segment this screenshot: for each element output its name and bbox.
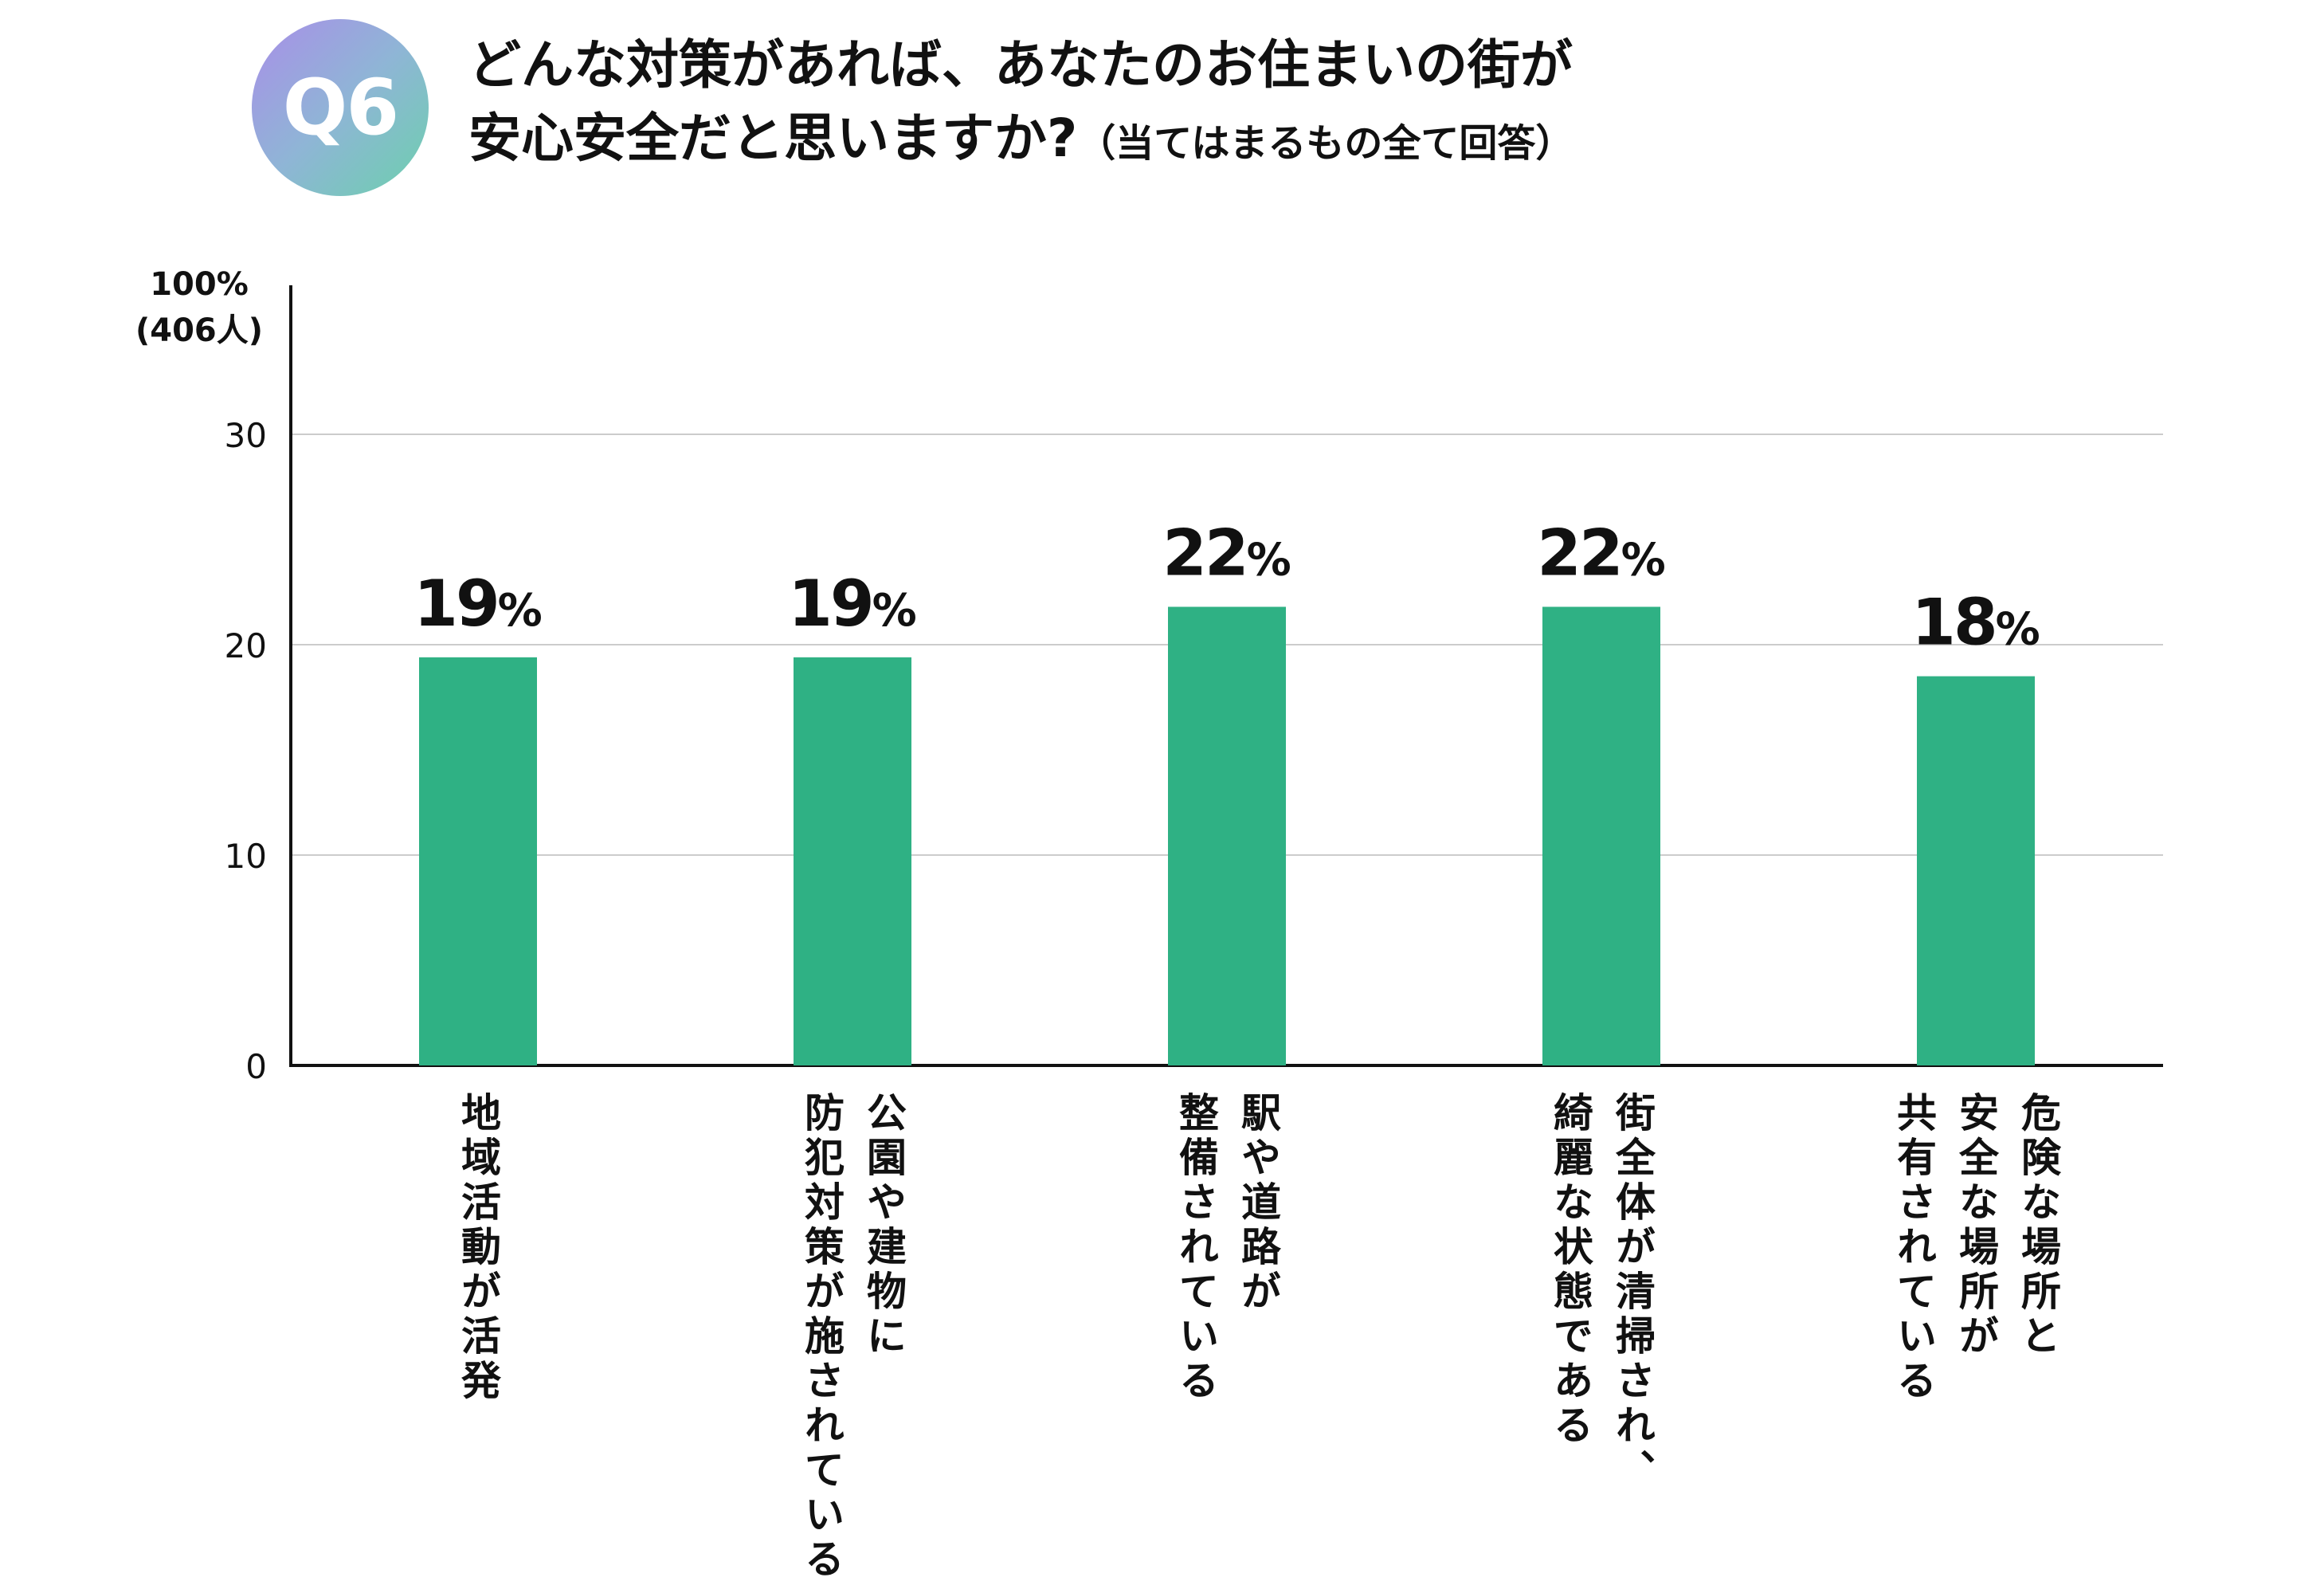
question-badge: Q6 [252, 19, 429, 196]
data-label-5: 18% [1911, 586, 2040, 660]
bar-5 [1917, 676, 2035, 1065]
y-top-count: (406人) [135, 312, 264, 349]
data-label-2: 19% [788, 567, 916, 641]
y-tick-label-30: 30 [225, 416, 267, 455]
title-line-2-main: 安心安全だと思いますか? [468, 108, 1078, 169]
bar-1 [419, 657, 537, 1065]
y-tick-label-0: 0 [245, 1047, 267, 1086]
data-label-1: 19% [413, 567, 542, 641]
data-label-3: 22% [1162, 516, 1291, 590]
bar-3 [1168, 606, 1286, 1065]
bar-2 [794, 657, 911, 1065]
title-line-2: 安心安全だと思いますか?（当てはまるもの全て回答） [468, 102, 2062, 180]
y-axis-top-label: 100% (406人) [120, 261, 279, 354]
title-note: （当てはまるもの全て回答） [1077, 121, 1574, 166]
question-number: Q6 [282, 63, 399, 152]
bar-4 [1542, 606, 1660, 1065]
data-label-4: 22% [1537, 516, 1665, 590]
y-tick-label-20: 20 [225, 626, 267, 665]
title-line-1: どんな対策があれば、あなたのお住まいの街が [468, 34, 1573, 96]
chart-title: どんな対策があれば、あなたのお住まいの街が 安心安全だと思いますか?（当てはまる… [468, 29, 2062, 180]
y-tick-label-10: 10 [225, 837, 267, 876]
y-top-percent: 100% [150, 266, 249, 303]
